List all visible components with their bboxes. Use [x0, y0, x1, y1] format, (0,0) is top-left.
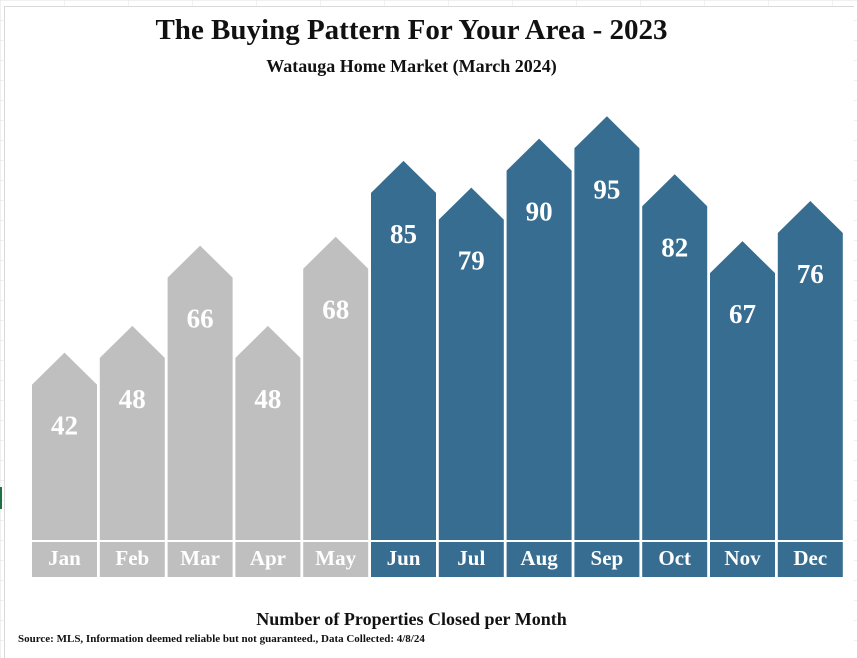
- category-box-mar: [167, 542, 233, 577]
- data-label-dec: 76: [797, 259, 824, 289]
- bar-apr: [235, 325, 301, 540]
- tick-label-may: May: [315, 546, 356, 570]
- tick-label-aug: Aug: [520, 546, 558, 570]
- bar-sep: [574, 116, 640, 541]
- tick-label-jul: Jul: [457, 546, 485, 570]
- bar-nov: [710, 241, 775, 540]
- category-box-nov: [710, 542, 775, 577]
- data-label-jun: 85: [390, 219, 417, 249]
- tick-label-mar: Mar: [180, 546, 220, 570]
- data-label-jul: 79: [458, 246, 485, 276]
- tick-label-jun: Jun: [387, 546, 421, 570]
- category-box-aug: [506, 542, 572, 577]
- chart-title: The Buying Pattern For Your Area - 2023: [155, 14, 668, 46]
- tick-label-feb: Feb: [115, 546, 149, 570]
- data-label-may: 68: [322, 295, 349, 325]
- bar-feb: [99, 325, 165, 540]
- data-label-mar: 66: [187, 304, 214, 334]
- category-box-oct: [642, 542, 708, 577]
- x-axis-label: Number of Properties Closed per Month: [256, 609, 567, 629]
- tick-label-jan: Jan: [48, 546, 81, 570]
- bar-oct: [642, 174, 708, 540]
- category-box-jan: [32, 542, 97, 577]
- bar-dec: [777, 201, 843, 541]
- bar-aug: [506, 138, 572, 540]
- data-label-nov: 67: [729, 299, 756, 329]
- cell-selection-marker: [0, 487, 2, 509]
- tick-label-nov: Nov: [724, 546, 761, 570]
- bar-mar: [167, 245, 233, 540]
- category-box-may: [303, 542, 369, 577]
- bar-jan: [32, 352, 97, 540]
- tick-label-apr: Apr: [250, 546, 286, 570]
- bar-jun: [371, 160, 436, 540]
- source-note: Source: MLS, Information deemed reliable…: [18, 633, 425, 645]
- chart-subtitle: Watauga Home Market (March 2024): [266, 56, 557, 76]
- category-box-jun: [371, 542, 436, 577]
- tick-label-dec: Dec: [793, 546, 827, 570]
- category-box-jul: [438, 542, 504, 577]
- tick-label-oct: Oct: [658, 546, 691, 570]
- category-box-apr: [235, 542, 301, 577]
- data-label-aug: 90: [526, 197, 553, 227]
- category-box-feb: [99, 542, 165, 577]
- data-label-feb: 48: [119, 384, 146, 414]
- bar-jul: [438, 187, 504, 540]
- category-box-dec: [777, 542, 843, 577]
- tick-label-sep: Sep: [591, 546, 624, 570]
- data-label-jan: 42: [51, 411, 78, 441]
- bar-may: [303, 236, 369, 540]
- data-label-oct: 82: [661, 232, 688, 262]
- category-box-sep: [574, 542, 640, 577]
- data-label-sep: 95: [593, 174, 620, 204]
- data-label-apr: 48: [254, 384, 281, 414]
